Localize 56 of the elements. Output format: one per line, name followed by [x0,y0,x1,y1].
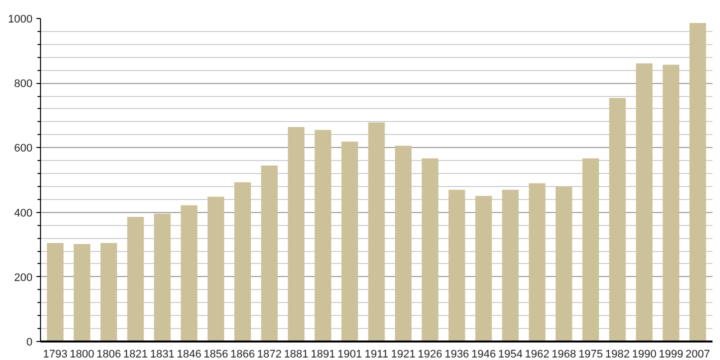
bar [314,130,332,342]
bar [368,122,385,342]
bar [234,182,251,342]
bar [46,242,64,342]
bar [556,186,572,342]
x-tick-label: 1911 [364,348,388,360]
x-tick-label: 1954 [498,348,523,360]
x-tick-label: 1962 [524,348,550,360]
bar [689,23,706,342]
bar [100,242,118,342]
x-tick-label: 1946 [471,348,496,360]
x-tick-label: 1901 [337,348,362,360]
bar [609,98,626,342]
bar [582,158,599,342]
bar [208,196,224,342]
bar [74,244,90,342]
y-tick-label: 800 [14,78,33,90]
x-tick-label: 1866 [230,348,255,360]
bar [127,216,144,342]
x-tick-label: 1821 [123,348,148,360]
bar [528,183,546,342]
y-tick-label: 400 [14,207,33,220]
x-tick-label: 1806 [96,348,122,360]
bar [502,190,519,342]
bar [180,205,198,342]
bar [394,146,412,342]
y-tick-label: 0 [26,336,33,348]
bar [341,142,358,342]
x-tick-label: 1926 [418,348,442,360]
bar [154,214,171,342]
x-tick-label: 1968 [552,348,576,360]
x-tick-label: 1846 [176,348,202,360]
y-tick-label: 600 [14,142,33,155]
bar [662,64,680,342]
x-tick-label: 1975 [578,348,603,360]
y-tick-label: 1000 [8,14,33,26]
y-tick-label: 200 [14,272,33,284]
bar [288,127,304,342]
x-tick-label: 2007 [686,348,710,360]
x-tick-label: 1793 [42,348,68,360]
x-tick-label: 1800 [70,348,94,360]
x-tick-label: 1872 [257,348,282,360]
x-tick-label: 1921 [391,348,416,360]
x-tick-label: 1990 [632,348,656,360]
x-tick-label: 1999 [658,348,684,360]
bar [422,158,438,342]
bar [261,165,278,342]
bar [636,63,653,342]
x-tick-label: 1891 [310,348,336,360]
x-tick-label: 1982 [605,348,630,360]
x-tick-label: 1881 [284,348,308,360]
x-tick-label: 1856 [204,348,228,360]
bar [475,196,492,342]
x-tick-label: 1936 [444,348,470,360]
x-tick-label: 1831 [150,348,175,360]
bar [448,190,466,342]
